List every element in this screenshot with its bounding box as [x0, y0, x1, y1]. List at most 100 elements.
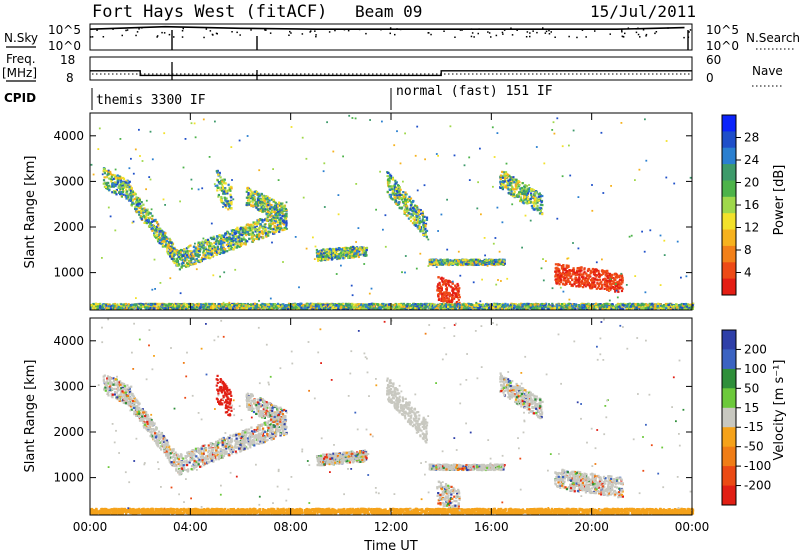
- nsearch-dot: [471, 32, 474, 34]
- echo-cell: [172, 255, 175, 258]
- echo-cell: [510, 178, 513, 181]
- echo-cell: [331, 256, 334, 259]
- echo-cell: [407, 197, 410, 200]
- echo-cell: [437, 259, 440, 262]
- echo-cell: [269, 215, 272, 218]
- echo-cell: [281, 222, 284, 225]
- echo-cell: [422, 233, 425, 236]
- echo-cell: [185, 247, 188, 250]
- echo-cell: [276, 224, 279, 227]
- nsearch-dot: [389, 27, 392, 29]
- echo-cell: [330, 254, 333, 257]
- echo-cell: [595, 278, 598, 281]
- echo-cell: [537, 193, 540, 196]
- echo-cell: [224, 199, 227, 202]
- echo-cell: [263, 202, 266, 205]
- echo-cell: [282, 219, 285, 222]
- echo-cell: [140, 204, 143, 208]
- echo-cell: [178, 249, 181, 253]
- echo-cell: [267, 203, 270, 207]
- echo-cell: [332, 251, 335, 254]
- echo-cell: [225, 238, 228, 241]
- echo-cell: [261, 232, 264, 236]
- echo-cell: [255, 235, 259, 239]
- echo-cell: [132, 193, 135, 197]
- nsearch-dot: [135, 27, 138, 29]
- echo-cell: [135, 210, 138, 213]
- echo-cell: [473, 258, 476, 261]
- echo-cell: [264, 208, 267, 211]
- echo-cell: [230, 232, 234, 235]
- echo-cell: [179, 248, 183, 252]
- echo-cell: [443, 281, 446, 284]
- echo-cell: [244, 239, 247, 242]
- echo-cell: [582, 286, 585, 289]
- echo-cell: [391, 176, 394, 179]
- noise-tick-bottom-right: 10^0: [706, 39, 739, 53]
- echo-cell: [263, 226, 266, 229]
- echo-cell: [230, 185, 233, 188]
- echo-cell: [618, 284, 621, 288]
- echo-cell: [577, 273, 580, 276]
- echo-cell: [386, 171, 390, 174]
- echo-cell: [559, 281, 563, 284]
- echo-cell: [530, 204, 533, 208]
- echo-cell: [204, 254, 207, 257]
- echo-cell: [475, 263, 478, 266]
- echo-cell: [104, 185, 108, 189]
- noise-tick-top-right: 10^5: [706, 23, 739, 37]
- echo-cell: [257, 208, 260, 211]
- echo-cell: [129, 191, 132, 194]
- echo-cell: [476, 260, 479, 263]
- echo-cell: [232, 240, 235, 243]
- echo-cell: [558, 283, 561, 286]
- echo-cell: [251, 237, 254, 240]
- echo-cell: [261, 207, 265, 210]
- echo-cell: [178, 307, 181, 310]
- echo-cell: [265, 208, 268, 211]
- nsearch-dot: [181, 36, 184, 38]
- echo-cell: [499, 174, 503, 177]
- echo-cell: [275, 211, 278, 214]
- echo-cell: [177, 255, 180, 258]
- nsearch-dot: [477, 32, 479, 35]
- echo-cell: [251, 199, 254, 202]
- echo-cell: [400, 207, 403, 210]
- echo-cell: [159, 233, 162, 236]
- echo-cell: [387, 182, 390, 185]
- echo-cell: [530, 194, 533, 197]
- echo-cell: [457, 296, 460, 299]
- echo-cell: [187, 254, 190, 257]
- echo-cell: [577, 279, 581, 282]
- echo-cell: [386, 179, 390, 182]
- echo-cell: [173, 249, 176, 252]
- echo-cell: [416, 218, 419, 221]
- echo-cell: [450, 262, 453, 265]
- echo-cell: [403, 208, 407, 211]
- echo-cell: [215, 170, 218, 173]
- echo-cell: [557, 270, 560, 273]
- echo-cell: [578, 284, 581, 287]
- echo-cell: [522, 188, 525, 191]
- echo-cell: [500, 263, 503, 266]
- echo-cell: [531, 188, 534, 191]
- echo-cell: [263, 231, 266, 234]
- echo-cell: [534, 197, 537, 200]
- echo-cell: [158, 239, 161, 242]
- echo-cell: [212, 244, 215, 247]
- echo-cell: [512, 178, 515, 181]
- echo-cell: [197, 254, 200, 257]
- echo-cell: [219, 198, 222, 201]
- echo-cell: [600, 273, 603, 276]
- echo-cell: [532, 196, 535, 199]
- echo-cell: [162, 244, 165, 247]
- echo-cell: [163, 240, 166, 243]
- echo-cell: [209, 247, 212, 250]
- echo-cell: [193, 261, 196, 264]
- echo-cell: [508, 189, 511, 192]
- nsearch-dot: [525, 36, 528, 38]
- nsearch-dot: [365, 32, 367, 35]
- echo-cell: [318, 253, 321, 256]
- echo-cell: [216, 179, 219, 182]
- echo-cell: [541, 213, 544, 216]
